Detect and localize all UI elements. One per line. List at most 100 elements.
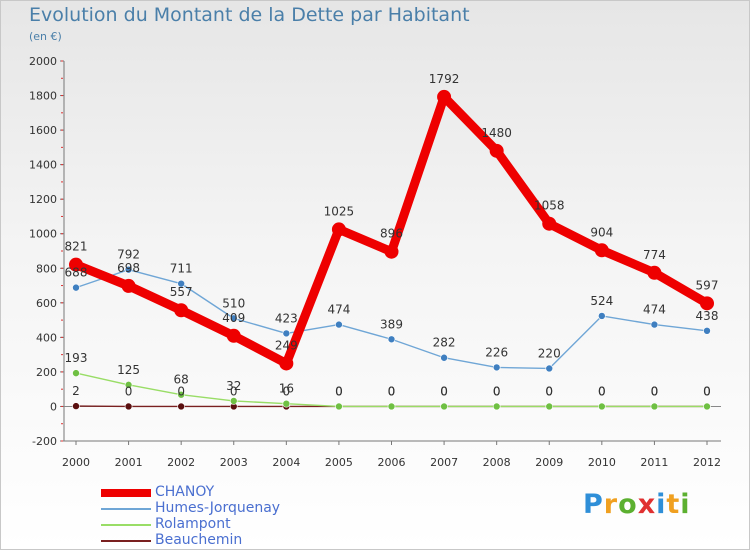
data-label: 0 [125, 384, 133, 398]
data-point [229, 397, 238, 405]
legend-swatch [101, 508, 151, 510]
x-tick-label: 2012 [693, 456, 721, 469]
data-point [72, 402, 80, 410]
data-point [282, 399, 291, 408]
data-label: 220 [538, 346, 561, 360]
data-label: 193 [65, 351, 88, 365]
data-label: 389 [380, 317, 403, 331]
data-label: 0 [651, 384, 659, 398]
data-label: 711 [170, 262, 193, 276]
data-point [545, 364, 554, 373]
data-point [703, 402, 711, 411]
data-label: 0 [651, 384, 659, 398]
y-tick-label: -200 [32, 435, 57, 448]
data-label: 0 [545, 384, 553, 398]
data-label: 821 [65, 240, 88, 254]
x-tick-label: 2000 [62, 456, 90, 469]
series-chanoy [69, 89, 714, 371]
data-point [545, 402, 554, 411]
data-point [647, 265, 662, 280]
data-label: 438 [696, 309, 719, 323]
y-tick-label: 200 [36, 366, 57, 379]
logo-letter: r [603, 489, 619, 520]
data-label: 0 [598, 384, 606, 398]
legend-label: CHANOY [155, 484, 215, 500]
data-label: 282 [433, 336, 456, 350]
data-point [598, 402, 606, 411]
data-point [124, 402, 133, 411]
data-label: 2 [72, 384, 80, 398]
legend-swatch [101, 489, 151, 497]
data-point [384, 244, 399, 259]
x-tick-label: 2002 [167, 456, 195, 469]
data-point [174, 303, 189, 318]
y-tick-label: 2000 [29, 55, 57, 68]
data-label: 0 [493, 384, 501, 398]
x-tick-label: 2005 [325, 456, 353, 469]
data-label: 510 [222, 296, 245, 310]
data-point [279, 356, 294, 371]
data-label: 0 [440, 384, 448, 398]
logo-letter: t [666, 489, 681, 520]
data-point [335, 320, 343, 329]
data-label: 896 [380, 227, 403, 241]
data-point [387, 335, 396, 344]
data-point [440, 353, 448, 362]
data-point [387, 402, 396, 411]
legend-label: Beauchemin [155, 532, 243, 548]
data-label: 0 [230, 384, 238, 398]
data-point [124, 381, 133, 389]
data-label: 0 [703, 384, 711, 398]
data-label: 774 [643, 248, 666, 262]
data-label: 474 [643, 303, 666, 317]
y-tick-label: 1200 [29, 193, 57, 206]
data-point [598, 312, 606, 320]
x-tick-label: 2009 [535, 456, 563, 469]
data-label: 1480 [481, 126, 512, 140]
logo-letter: P [583, 489, 604, 520]
data-label: 0 [388, 384, 396, 398]
legend-label: Humes-Jorquenay [155, 500, 281, 516]
data-point [492, 363, 501, 372]
legend-swatch [101, 540, 151, 542]
x-tick-label: 2003 [220, 456, 248, 469]
data-label: 557 [170, 285, 193, 299]
x-tick-label: 2004 [272, 456, 300, 469]
data-point [229, 314, 238, 323]
y-tick-label: 400 [36, 331, 57, 344]
data-label: 0 [388, 384, 396, 398]
data-point [124, 265, 133, 274]
data-point [489, 143, 504, 158]
data-label: 474 [327, 303, 350, 317]
data-point [542, 216, 557, 231]
y-tick-label: 600 [36, 297, 57, 310]
data-point [440, 402, 448, 411]
x-tick-label: 2001 [115, 456, 143, 469]
data-point [72, 369, 80, 377]
data-label: 0 [703, 384, 711, 398]
legend-label: Rolampont [155, 516, 231, 532]
data-label: 32 [226, 379, 241, 393]
data-label: 904 [590, 225, 613, 239]
data-point [331, 222, 346, 237]
logo-letter: o [618, 489, 638, 520]
data-label: 1058 [534, 199, 565, 213]
data-point [700, 296, 714, 311]
x-tick-label: 2007 [430, 456, 458, 469]
series-rolampont [72, 369, 711, 411]
data-label: 409 [222, 311, 245, 325]
data-point [335, 402, 343, 411]
data-point [703, 326, 711, 335]
data-label: 0 [283, 384, 291, 398]
y-tick-label: 1400 [29, 159, 57, 172]
data-label: 0 [440, 384, 448, 398]
data-label: 597 [696, 278, 719, 292]
data-point [121, 278, 136, 293]
data-label: 125 [117, 363, 140, 377]
data-point [226, 328, 241, 343]
data-label: 792 [117, 248, 140, 262]
logo-letter: x [637, 489, 657, 520]
data-label: 0 [598, 384, 606, 398]
y-tick-label: 0 [50, 400, 57, 413]
